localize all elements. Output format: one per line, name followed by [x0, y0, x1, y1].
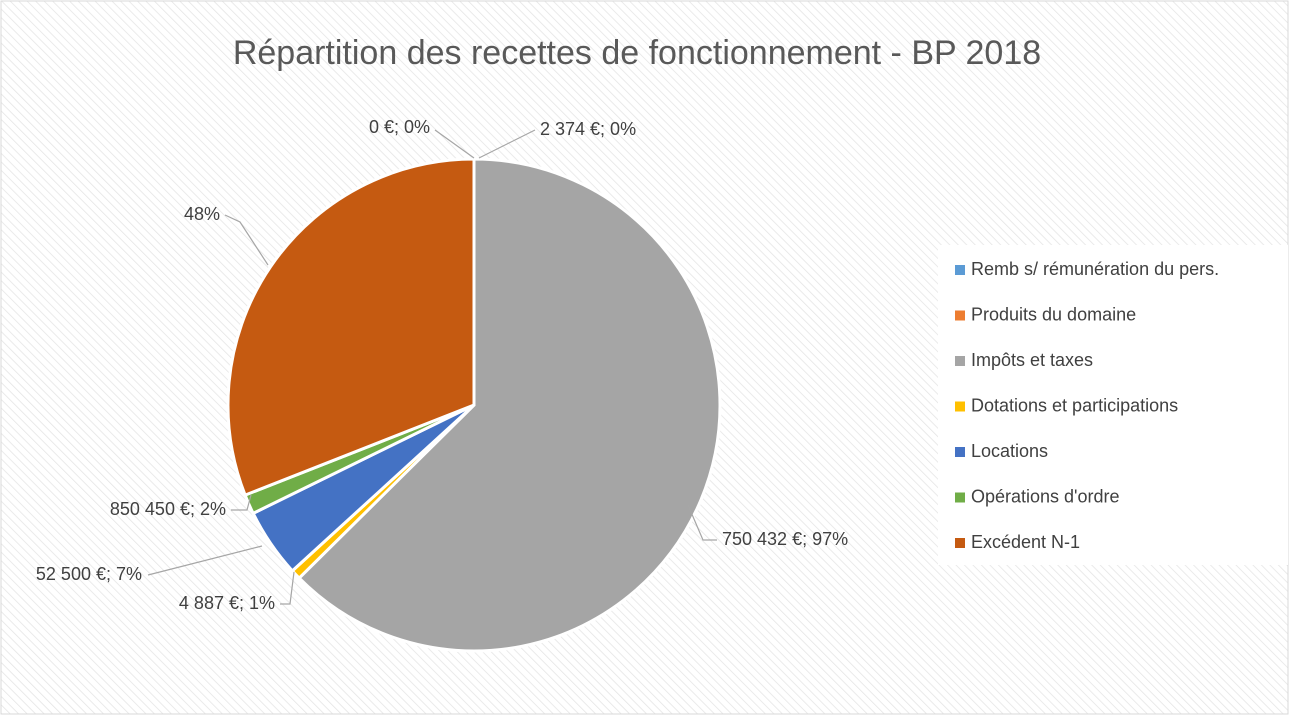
data-label: 48% — [184, 204, 220, 224]
legend-label: Impôts et taxes — [971, 350, 1093, 370]
legend-label: Locations — [971, 441, 1048, 461]
leader-line — [231, 494, 252, 511]
legend-swatch — [955, 538, 965, 548]
pie-slice — [297, 157, 722, 653]
chart-title: Répartition des recettes de fonctionneme… — [233, 34, 1041, 72]
legend-background — [938, 245, 1288, 565]
legend-label: Dotations et participations — [971, 395, 1178, 415]
legend-swatch — [955, 356, 965, 366]
legend-swatch — [955, 310, 965, 321]
leader-line — [147, 545, 263, 576]
legend-label: Remb s/ rémunération du pers. — [971, 259, 1219, 279]
legend-label: Produits du domaine — [971, 304, 1136, 324]
leader-line — [434, 129, 475, 159]
leader-line — [478, 129, 536, 159]
data-label: 850 450 €; 2% — [110, 499, 226, 519]
legend-label: Opérations d'ordre — [971, 486, 1120, 506]
data-label: 2 374 €; 0% — [540, 119, 636, 139]
data-label: 52 500 €; 7% — [36, 564, 142, 584]
legend-swatch — [955, 401, 965, 412]
legend-swatch — [955, 447, 965, 457]
leader-line — [224, 214, 269, 266]
legend-swatch — [955, 492, 965, 503]
data-label: 4 887 €; 1% — [179, 593, 275, 613]
legend-label: Excédent N-1 — [971, 532, 1080, 552]
pie-slice — [226, 157, 476, 498]
data-label: 0 €; 0% — [369, 117, 430, 137]
data-label: 750 432 €; 97% — [722, 529, 848, 549]
legend-swatch — [955, 265, 965, 275]
leader-line — [687, 504, 717, 541]
leader-line — [280, 571, 295, 605]
